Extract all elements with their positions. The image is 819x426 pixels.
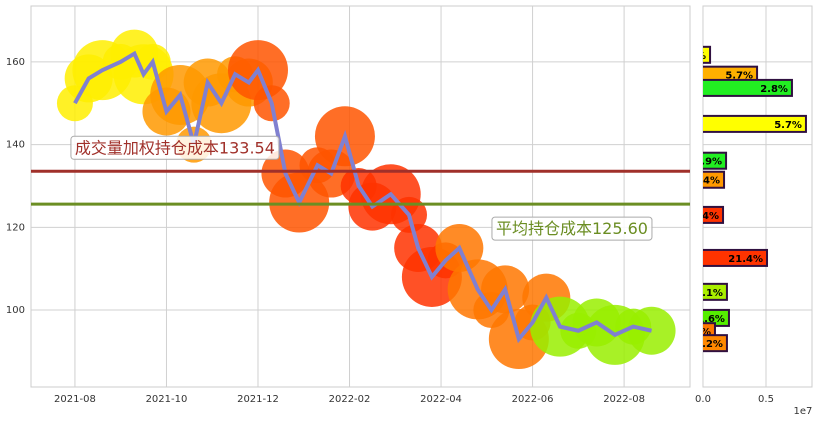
x-tick-label: 2021-10: [146, 394, 188, 405]
bar-label: 1.4%: [691, 211, 719, 222]
volume-bar: [703, 78, 793, 97]
volume-bar: [703, 282, 728, 301]
x-tick-label: 2021-08: [54, 394, 96, 405]
x-tick-label: 0.0: [695, 394, 711, 405]
bar-label: 0.4%: [678, 51, 706, 62]
label-box: [70, 135, 280, 160]
volume-bar: [703, 170, 726, 189]
bar-label: 2.2%: [695, 339, 723, 350]
volume-bar: [703, 334, 728, 353]
volume-bar: [703, 114, 807, 133]
x-tick-label: 0.5: [758, 394, 774, 405]
volume-bar: [703, 248, 769, 267]
x-tick-label: 2021-12: [237, 394, 279, 405]
x-tick-label: 2022-08: [603, 394, 645, 405]
bar-label: 21.4%: [728, 254, 763, 265]
bar-label: 1.6%: [697, 314, 725, 325]
price-line: [73, 50, 652, 344]
label-box: [491, 216, 653, 241]
bar-label: 1.4%: [692, 176, 720, 187]
volume-bar: [703, 205, 725, 224]
bar-label: 5.7%: [774, 120, 802, 131]
bar-label: 2.8%: [760, 84, 788, 95]
axis-offset-label: 1e7: [794, 406, 813, 417]
bar-label: 1.9%: [694, 157, 722, 168]
x-tick-label: 2022-04: [420, 394, 462, 405]
bar-label: 0.7%: [683, 327, 711, 338]
cost-label: 平均持仓成本125.60: [496, 219, 648, 238]
x-tick-label: 2022-06: [512, 394, 554, 405]
volume-bar: [703, 151, 728, 170]
side-plot: [702, 5, 813, 388]
volume-bar: [703, 45, 712, 64]
x-tick-label: 2022-02: [329, 394, 371, 405]
y-tick-label: 140: [6, 140, 25, 151]
y-tick-label: 160: [6, 57, 25, 68]
bar-label: 5.7%: [725, 71, 753, 82]
bar-label: 1.1%: [695, 288, 723, 299]
y-tick-label: 100: [6, 305, 25, 316]
y-tick-label: 120: [6, 222, 25, 233]
cost-label: 成交量加权持仓成本133.54: [75, 138, 275, 157]
